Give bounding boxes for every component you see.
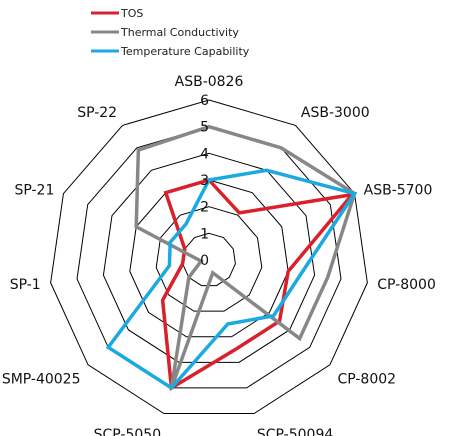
- category-label-sp-21: SP-21: [14, 182, 54, 198]
- data-point-thermal-conductivity-1: [280, 147, 282, 149]
- category-label-cp-8002: CP-8002: [337, 371, 396, 387]
- data-point-tos-10: [164, 191, 167, 194]
- category-label-smp-40025: SMP-40025: [2, 371, 81, 387]
- data-point-temperature-capability-9: [169, 241, 171, 244]
- legend: TOS Thermal Conductivity Temperature Capab…: [91, 7, 250, 58]
- data-point-tos-8: [181, 263, 184, 265]
- data-point-tos-1: [238, 212, 241, 214]
- tick-label-2: 2: [200, 200, 209, 216]
- grid-ring-5: [76, 126, 342, 389]
- data-point-thermal-conductivity-4: [298, 337, 301, 340]
- tick-label-6: 6: [200, 93, 209, 109]
- data-point-temperature-capability-3: [300, 272, 303, 275]
- data-point-temperature-capability-8: [168, 264, 171, 267]
- legend-label-tos: TOS: [120, 7, 143, 20]
- tick-label-4: 4: [200, 146, 209, 162]
- category-label-cp-8000: CP-8000: [377, 277, 436, 293]
- data-point-temperature-capability-7: [107, 346, 110, 349]
- tick-label-3: 3: [200, 173, 209, 189]
- grid-ring-4: [102, 152, 316, 363]
- category-labels: ASB-0826 ASB-3000 ASB-5700 CP-8000 CP-8002 SC…: [2, 74, 436, 436]
- data-point-thermal-conductivity-5: [211, 271, 214, 274]
- radar-grid: [50, 99, 368, 415]
- tick-label-0: 0: [200, 253, 209, 269]
- data-point-temperature-capability-10: [185, 223, 187, 225]
- data-point-temperature-capability-6: [170, 387, 173, 389]
- data-point-thermal-conductivity-7: [188, 276, 190, 279]
- data-point-thermal-conductivity-8: [200, 260, 202, 262]
- grid-ring-2: [155, 206, 263, 312]
- series-line-tos: [160, 178, 357, 391]
- category-label-asb-3000: ASB-3000: [301, 105, 370, 121]
- data-point-temperature-capability-5: [226, 323, 229, 325]
- data-point-temperature-capability-0: [208, 179, 210, 181]
- data-point-temperature-capability-2: [353, 192, 356, 195]
- tick-label-5: 5: [200, 120, 209, 136]
- grid-ring-6: [50, 99, 368, 415]
- category-label-scp-5050: SCP-5050: [94, 427, 161, 436]
- radial-tick-labels: 0 1 2 3 4 5 6: [200, 93, 209, 269]
- series-group: [105, 124, 358, 391]
- data-point-thermal-conductivity-10: [137, 149, 140, 151]
- data-point-thermal-conductivity-9: [135, 225, 138, 228]
- data-point-tos-3: [287, 270, 289, 273]
- tick-label-1: 1: [200, 226, 209, 242]
- grid-ring-3: [129, 179, 289, 338]
- data-point-thermal-conductivity-3: [326, 276, 329, 278]
- data-point-temperature-capability-4: [272, 315, 275, 317]
- series-line-temperature-capability: [105, 168, 358, 391]
- data-point-tos-9: [183, 248, 186, 250]
- data-point-thermal-conductivity-0: [208, 125, 210, 128]
- data-point-temperature-capability-1: [265, 169, 268, 172]
- category-label-asb-5700: ASB-5700: [364, 182, 433, 198]
- legend-label-temperature-capability: Temperature Capability: [120, 45, 250, 58]
- legend-label-thermal-conductivity: Thermal Conductivity: [120, 26, 239, 39]
- series-line-thermal-conductivity: [134, 124, 357, 389]
- data-point-tos-5: [234, 348, 237, 351]
- data-point-tos-7: [161, 299, 164, 301]
- category-label-scp-50094: SCP-50094: [257, 427, 333, 436]
- category-label-asb-0826: ASB-0826: [175, 74, 244, 90]
- category-label-sp-1: SP-1: [10, 277, 41, 293]
- category-label-sp-22: SP-22: [77, 105, 117, 121]
